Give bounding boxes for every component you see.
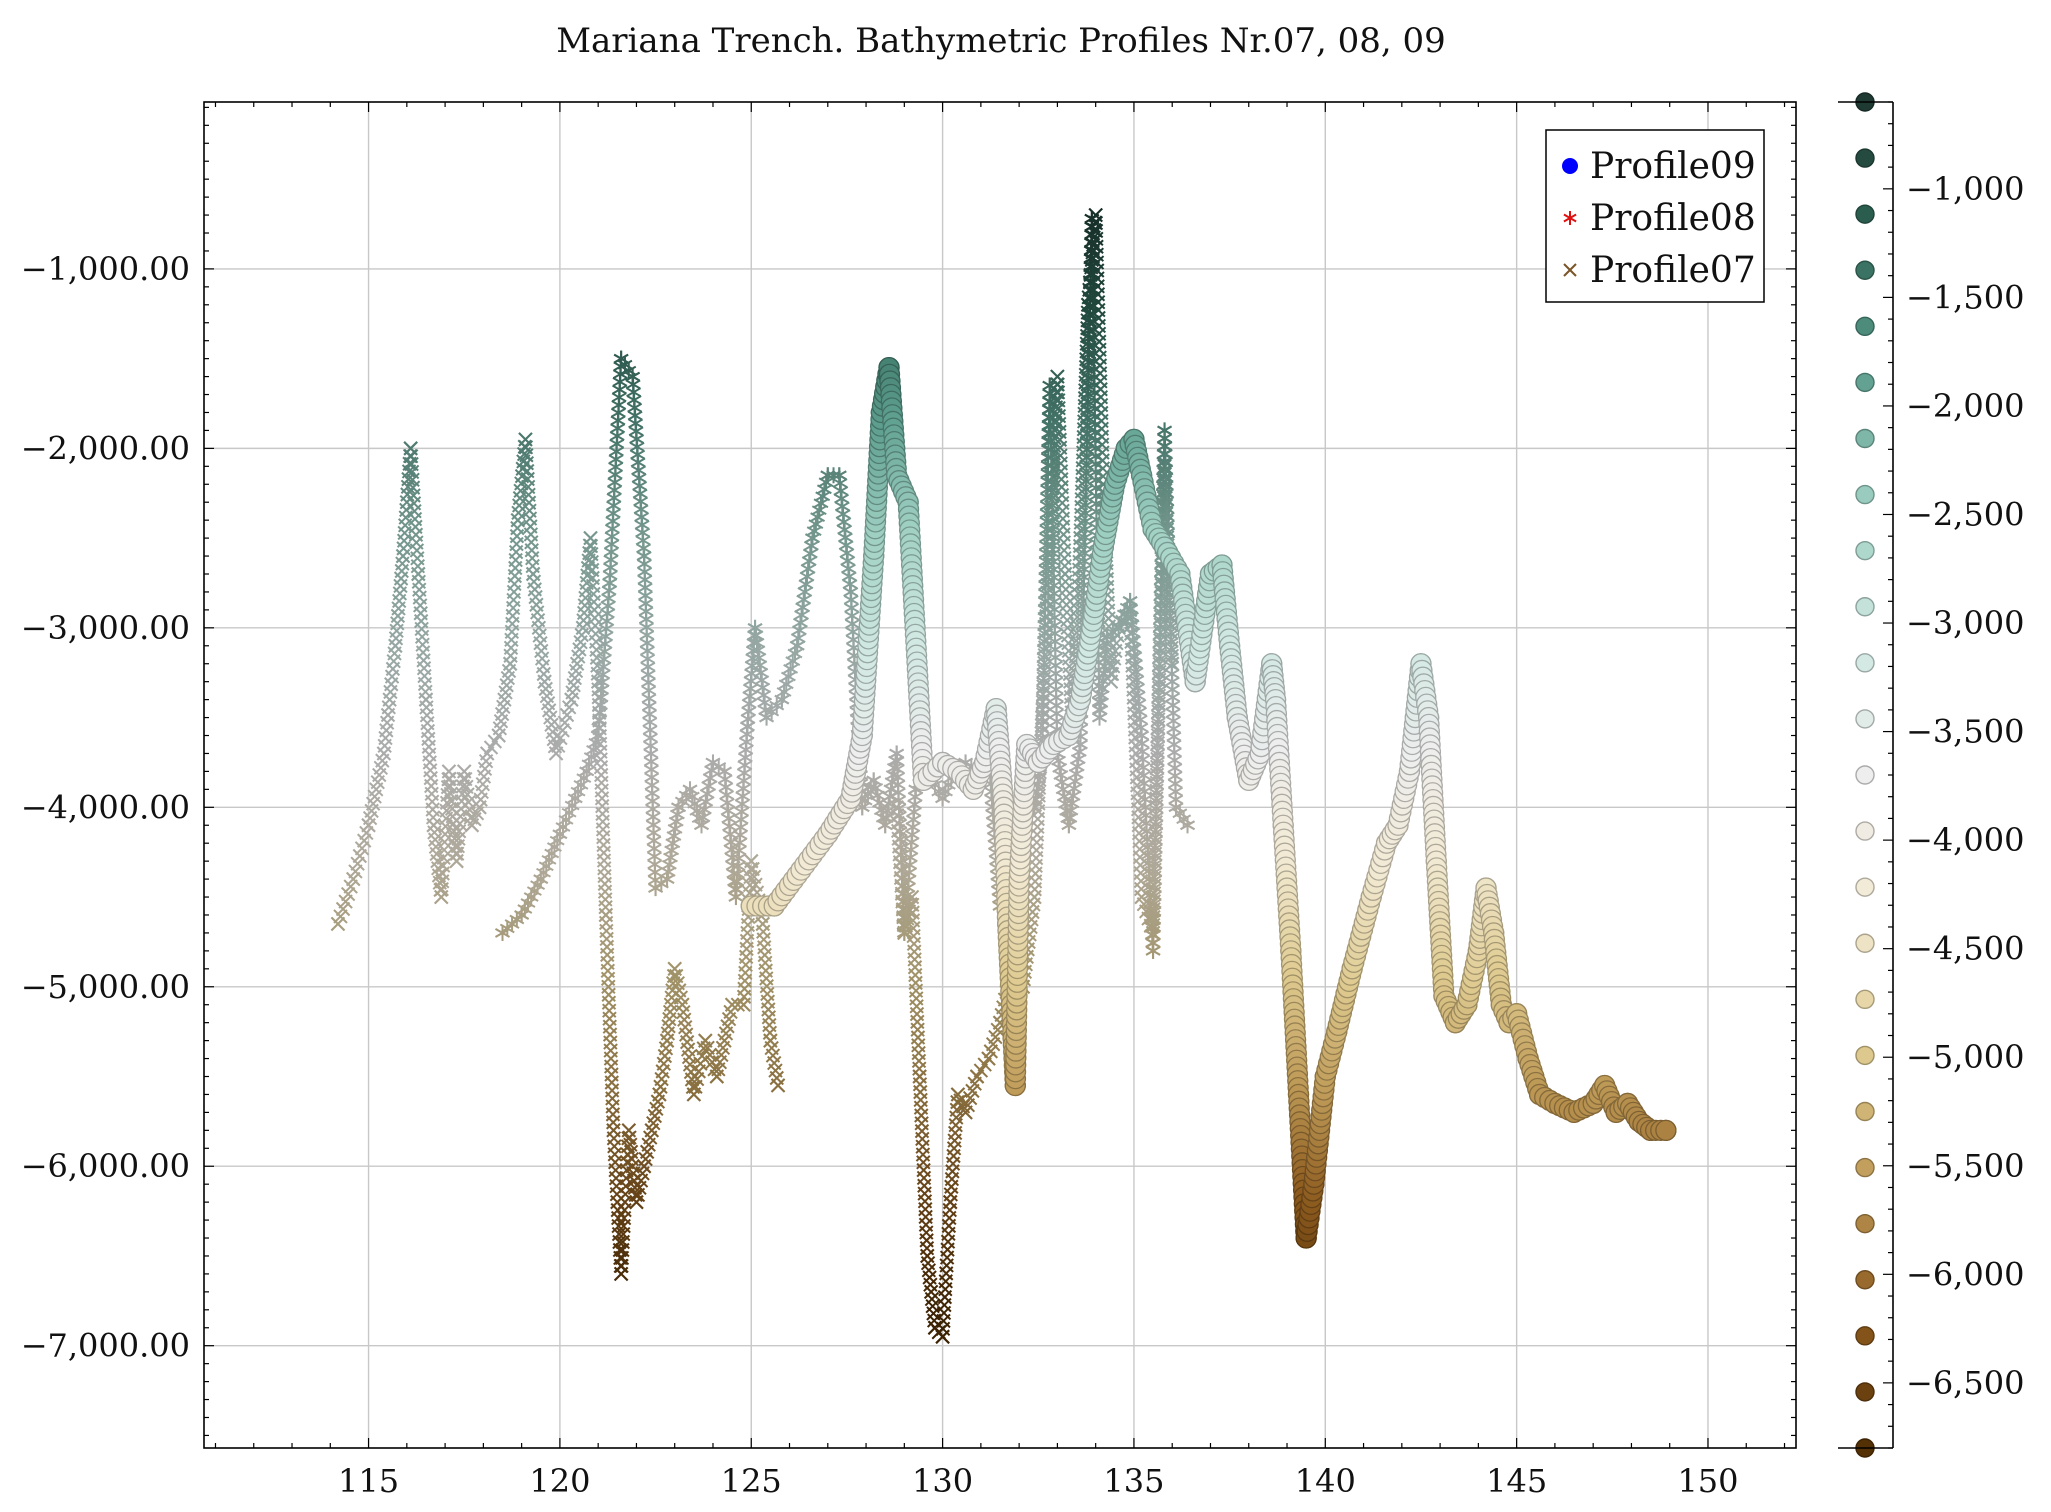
cross-stroke xyxy=(458,771,473,787)
cross-stroke xyxy=(442,779,458,794)
cross-stroke xyxy=(459,779,474,795)
cross-stroke xyxy=(537,674,552,689)
cross-stroke xyxy=(670,975,685,991)
cross-stroke xyxy=(446,824,462,839)
cross-stroke xyxy=(526,574,542,589)
series-profile07-cross xyxy=(330,432,786,1282)
cross-stroke xyxy=(672,983,687,998)
cross-stroke xyxy=(622,1130,637,1145)
cross-stroke xyxy=(539,688,555,704)
cross-stroke xyxy=(461,794,476,810)
cross-stroke xyxy=(543,710,558,725)
cross-stroke xyxy=(667,961,682,977)
cross-stroke xyxy=(442,771,457,787)
cross-stroke xyxy=(685,1079,701,1095)
cross-stroke xyxy=(525,566,541,582)
cross-stroke xyxy=(535,659,551,674)
cross-stroke xyxy=(544,717,559,732)
cross-stroke xyxy=(530,612,546,628)
cross-stroke xyxy=(621,1123,636,1138)
cross-stroke xyxy=(682,1057,698,1072)
cross-stroke xyxy=(675,997,690,1012)
cross-stroke xyxy=(545,724,560,740)
cross-stroke xyxy=(457,764,472,779)
cross-stroke xyxy=(534,651,550,666)
cross-stroke xyxy=(676,1004,691,1020)
cross-stroke xyxy=(698,1033,713,1048)
cross-stroke xyxy=(628,1187,643,1203)
cross-stroke xyxy=(463,810,478,825)
cross-stroke xyxy=(700,1040,715,1055)
cross-stroke xyxy=(444,794,459,809)
cross-stroke xyxy=(443,786,459,802)
cross-stroke xyxy=(428,839,444,854)
cross-stroke xyxy=(679,1034,695,1050)
cross-stroke xyxy=(427,832,443,847)
cross-stroke xyxy=(426,818,441,833)
cross-stroke xyxy=(547,739,563,754)
cross-stroke xyxy=(533,636,548,651)
cross-stroke xyxy=(624,1151,640,1167)
cross-stroke xyxy=(538,681,553,697)
cross-stroke xyxy=(678,1027,694,1042)
cross-stroke xyxy=(534,643,549,659)
cross-stroke xyxy=(536,666,551,682)
cross-stroke xyxy=(669,968,684,984)
cross-stroke xyxy=(429,846,444,862)
cross-stroke xyxy=(528,589,543,605)
cross-stroke xyxy=(448,838,463,854)
chart-title: Mariana Trench. Bathymetric Profiles Nr.… xyxy=(556,21,1446,61)
profile-trace-marker xyxy=(770,1078,786,1093)
cross-stroke xyxy=(460,787,475,802)
cross-stroke xyxy=(447,831,462,846)
cross-stroke xyxy=(681,1049,697,1065)
cross-stroke xyxy=(625,1159,640,1174)
cross-stroke xyxy=(677,1012,692,1027)
cross-stroke xyxy=(531,620,547,636)
cross-stroke xyxy=(680,1042,696,1057)
cross-stroke xyxy=(529,597,544,612)
cross-stroke xyxy=(530,605,545,620)
data-marks xyxy=(330,207,1677,1344)
cross-stroke xyxy=(532,628,547,643)
cross-stroke xyxy=(702,1047,718,1063)
cross-stroke xyxy=(707,1062,722,1077)
cross-stroke xyxy=(431,868,447,883)
cross-stroke xyxy=(623,1137,638,1152)
cross-stroke xyxy=(673,990,689,1005)
cross-stroke xyxy=(623,1144,639,1160)
cross-stroke xyxy=(441,764,457,779)
cross-stroke xyxy=(527,582,542,597)
cross-stroke xyxy=(678,1019,693,1035)
cross-stroke xyxy=(541,703,557,718)
cross-stroke xyxy=(540,696,556,711)
